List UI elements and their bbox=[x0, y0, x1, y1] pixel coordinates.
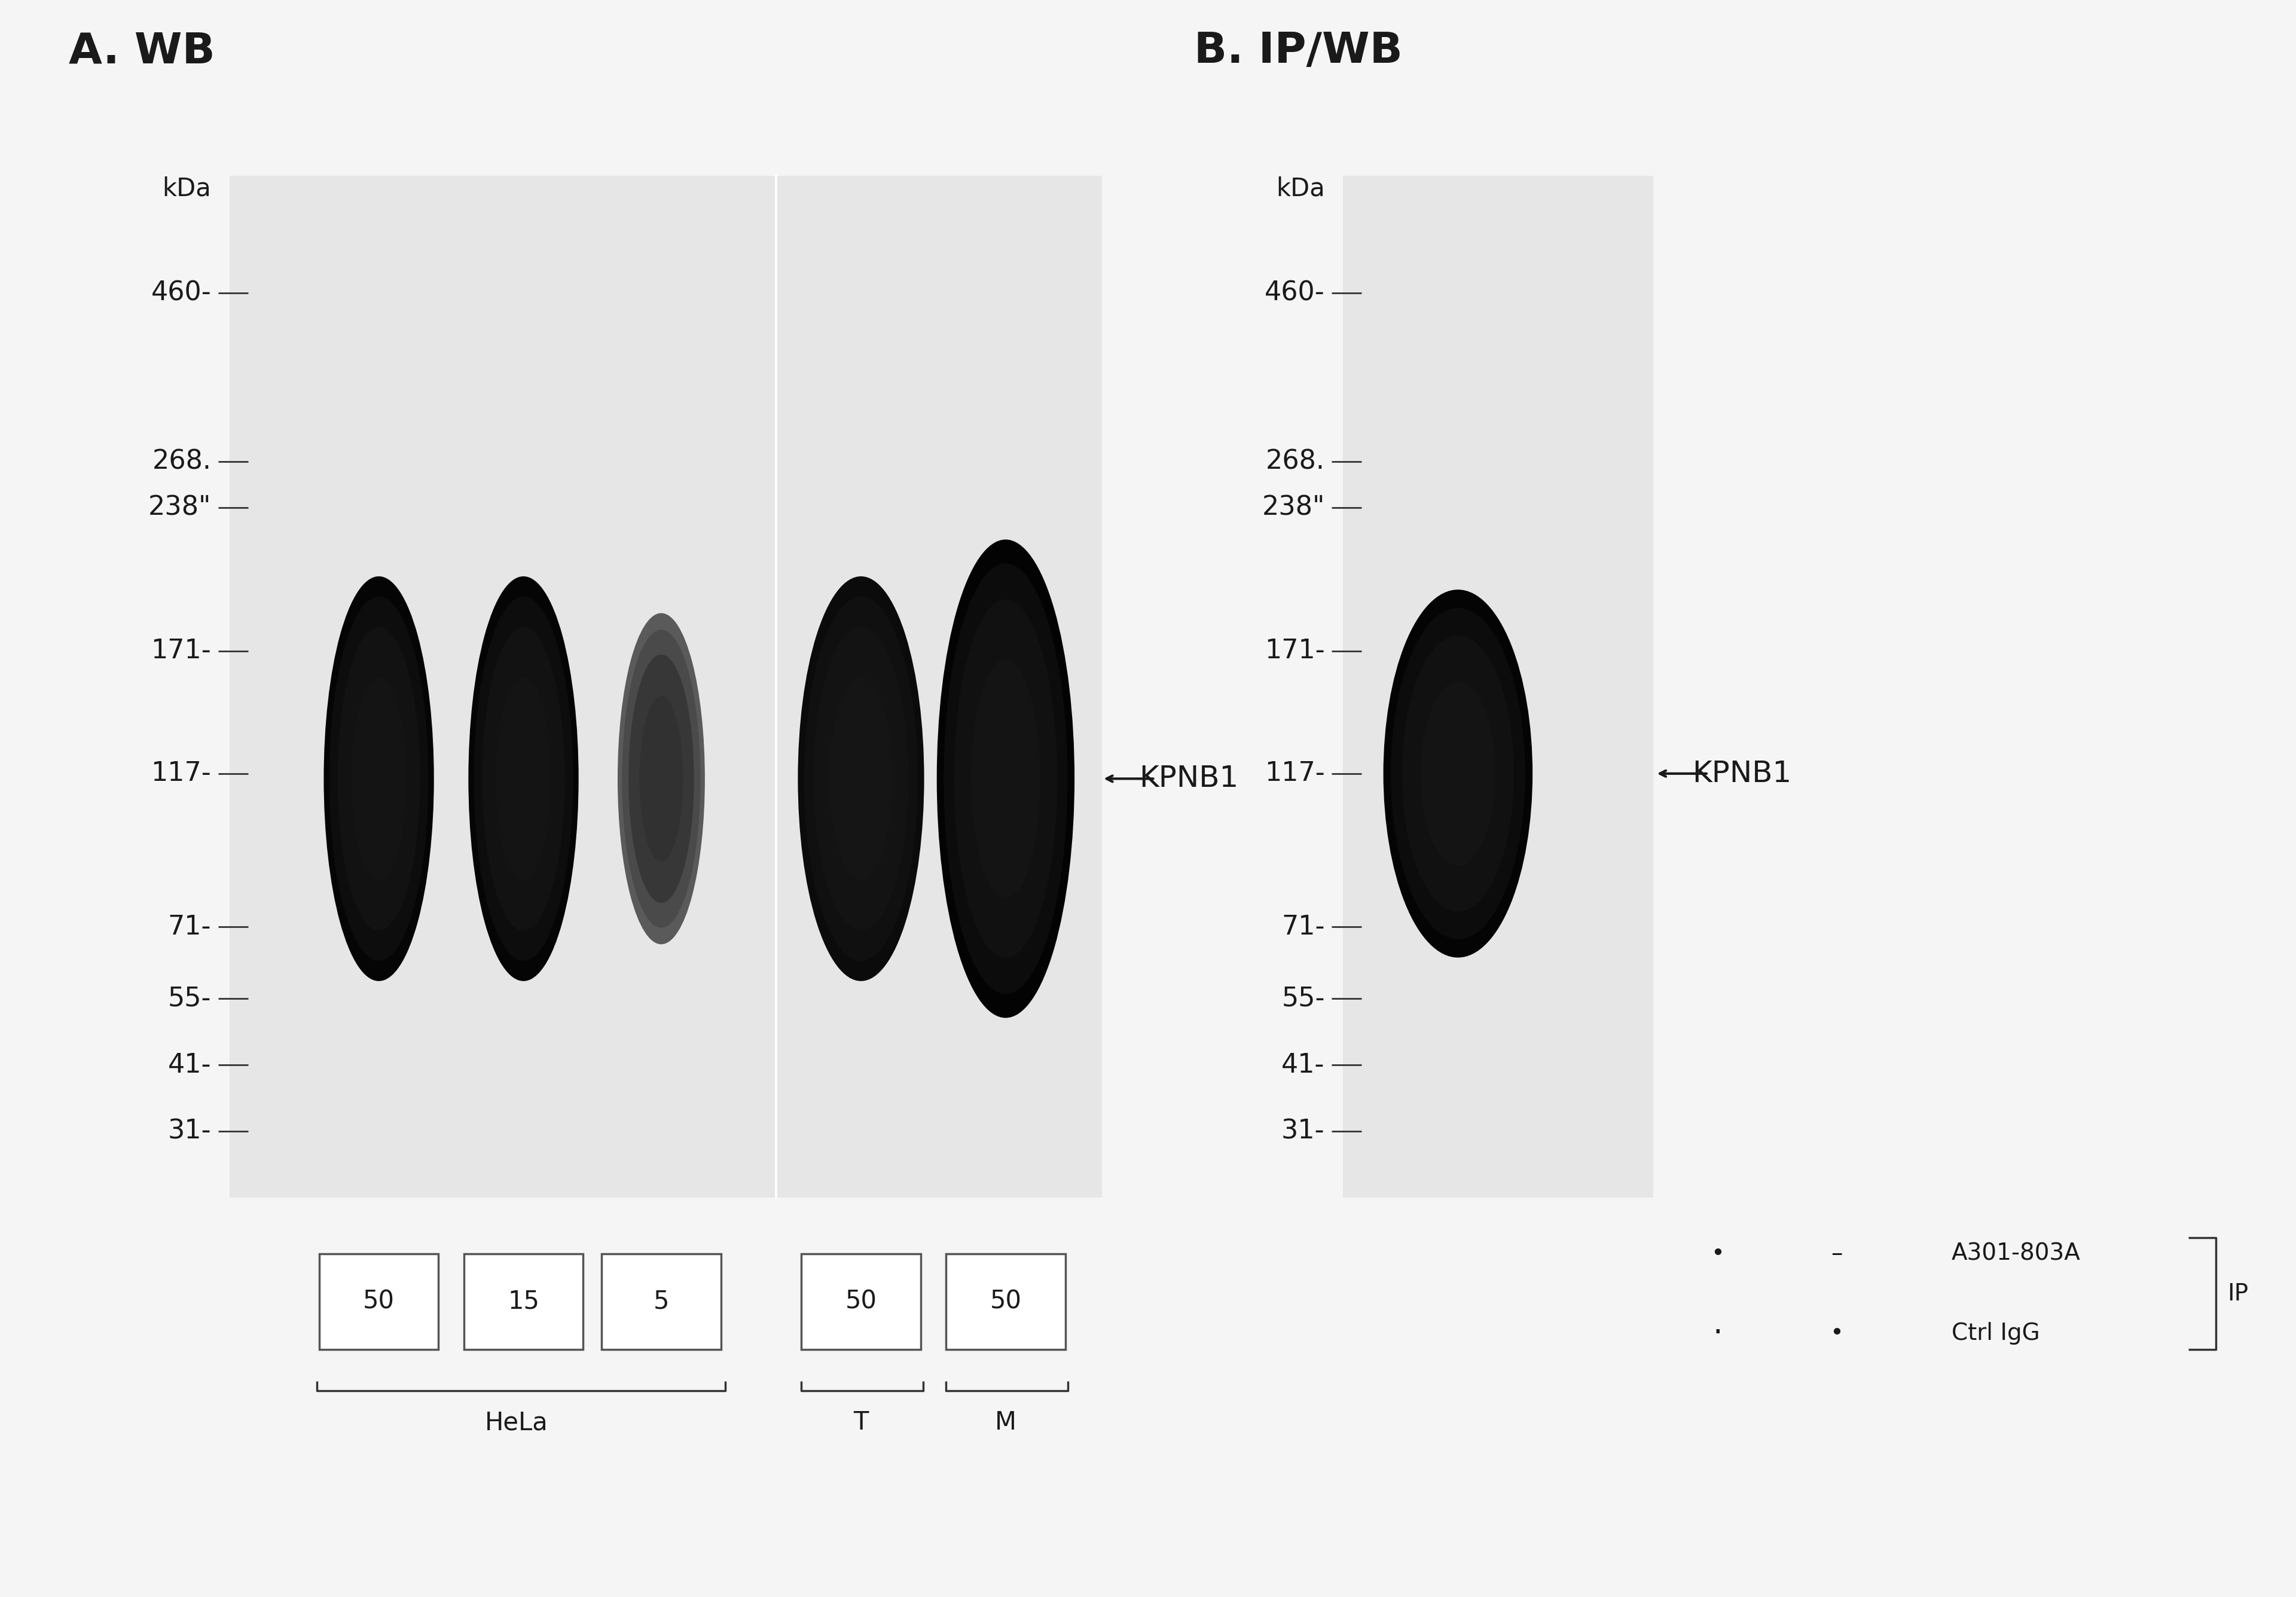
Ellipse shape bbox=[468, 577, 579, 981]
Text: T: T bbox=[854, 1410, 868, 1436]
Ellipse shape bbox=[338, 628, 420, 931]
Text: 238": 238" bbox=[1263, 495, 1325, 521]
Ellipse shape bbox=[937, 540, 1075, 1017]
Text: –: – bbox=[1830, 1242, 1844, 1265]
Bar bbox=[602, 1254, 721, 1349]
Text: 171-: 171- bbox=[152, 639, 211, 664]
Ellipse shape bbox=[622, 629, 700, 928]
Text: 238": 238" bbox=[149, 495, 211, 521]
Ellipse shape bbox=[496, 677, 551, 880]
Text: 50: 50 bbox=[845, 1289, 877, 1314]
Bar bbox=[946, 1254, 1065, 1349]
Text: ·: · bbox=[1713, 1318, 1722, 1349]
Text: 31-: 31- bbox=[168, 1118, 211, 1143]
Text: IP: IP bbox=[2227, 1282, 2248, 1305]
Ellipse shape bbox=[324, 577, 434, 981]
Text: kDa: kDa bbox=[163, 176, 211, 201]
Ellipse shape bbox=[351, 677, 406, 880]
Ellipse shape bbox=[1403, 636, 1513, 912]
Text: A301-803A: A301-803A bbox=[1952, 1242, 2080, 1265]
Text: 460-: 460- bbox=[152, 281, 211, 307]
Text: 41-: 41- bbox=[168, 1052, 211, 1078]
Bar bbox=[1343, 176, 1653, 1198]
Text: 117-: 117- bbox=[1265, 760, 1325, 786]
Text: M: M bbox=[994, 1410, 1017, 1436]
Text: 268.: 268. bbox=[1265, 449, 1325, 474]
Text: B. IP/WB: B. IP/WB bbox=[1194, 30, 1403, 72]
Text: kDa: kDa bbox=[1277, 176, 1325, 201]
Ellipse shape bbox=[799, 577, 923, 981]
Text: 171-: 171- bbox=[1265, 639, 1325, 664]
Text: KPNB1: KPNB1 bbox=[1692, 759, 1791, 787]
Ellipse shape bbox=[804, 597, 918, 961]
Bar bbox=[801, 1254, 921, 1349]
Text: 41-: 41- bbox=[1281, 1052, 1325, 1078]
Bar bbox=[319, 1254, 439, 1349]
Text: A. WB: A. WB bbox=[69, 30, 216, 72]
Text: 55-: 55- bbox=[168, 985, 211, 1011]
Ellipse shape bbox=[944, 564, 1068, 993]
Ellipse shape bbox=[1382, 589, 1534, 958]
Text: 71-: 71- bbox=[1281, 913, 1325, 939]
Text: 50: 50 bbox=[990, 1289, 1022, 1314]
Ellipse shape bbox=[638, 696, 684, 861]
Ellipse shape bbox=[829, 677, 893, 880]
Ellipse shape bbox=[473, 597, 574, 961]
Ellipse shape bbox=[629, 655, 693, 902]
Text: 5: 5 bbox=[654, 1289, 668, 1314]
Ellipse shape bbox=[618, 613, 705, 944]
Bar bbox=[230, 176, 1102, 1198]
Text: KPNB1: KPNB1 bbox=[1139, 765, 1238, 794]
Text: 268.: 268. bbox=[152, 449, 211, 474]
Text: •: • bbox=[1830, 1322, 1844, 1345]
Ellipse shape bbox=[813, 628, 909, 931]
Text: 31-: 31- bbox=[1281, 1118, 1325, 1143]
Text: HeLa: HeLa bbox=[484, 1410, 549, 1436]
Ellipse shape bbox=[971, 660, 1040, 898]
Text: 15: 15 bbox=[507, 1289, 540, 1314]
Text: •: • bbox=[1711, 1242, 1724, 1265]
Text: 50: 50 bbox=[363, 1289, 395, 1314]
Bar bbox=[1343, 176, 1653, 1198]
Ellipse shape bbox=[955, 599, 1056, 958]
Bar bbox=[464, 1254, 583, 1349]
Ellipse shape bbox=[1391, 608, 1525, 939]
Ellipse shape bbox=[328, 597, 429, 961]
Bar bbox=[230, 176, 1102, 1198]
Text: Ctrl IgG: Ctrl IgG bbox=[1952, 1322, 2039, 1345]
Text: 460-: 460- bbox=[1265, 281, 1325, 307]
Text: 55-: 55- bbox=[1281, 985, 1325, 1011]
Text: 71-: 71- bbox=[168, 913, 211, 939]
Ellipse shape bbox=[1421, 682, 1495, 866]
Ellipse shape bbox=[482, 628, 565, 931]
Text: 117-: 117- bbox=[152, 760, 211, 786]
